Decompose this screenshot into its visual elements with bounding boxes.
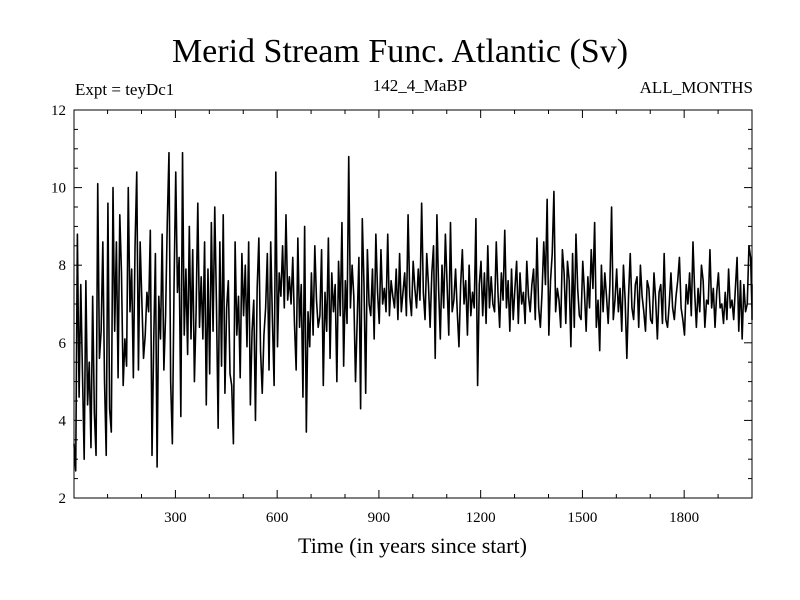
x-axis-label: Time (in years since start) — [298, 533, 527, 558]
y-tick-label: 10 — [51, 181, 66, 197]
chart-title: Merid Stream Func. Atlantic (Sv) — [171, 33, 629, 70]
x-tick-label: 900 — [368, 510, 391, 526]
x-tick-label: 600 — [266, 510, 289, 526]
y-tick-label: 12 — [51, 103, 66, 119]
experiment-label: Expt = teyDc1 — [75, 80, 175, 99]
x-tick-label: 1500 — [567, 510, 597, 526]
x-tick-label: 300 — [164, 510, 187, 526]
y-tick-label: 8 — [59, 258, 67, 274]
y-tick-label: 4 — [59, 413, 67, 429]
data-series — [73, 151, 753, 472]
axis-ticks — [74, 110, 752, 498]
y-tick-label: 2 — [59, 491, 67, 507]
y-tick-label: 6 — [59, 336, 67, 352]
axis-tick-labels: 300 600 900 1200 1500 1800 2 4 6 8 10 12 — [51, 103, 699, 526]
period-label: 142_4_MaBP — [372, 76, 468, 95]
x-tick-label: 1200 — [466, 510, 496, 526]
x-tick-label: 1800 — [669, 510, 699, 526]
plot-frame — [73, 109, 753, 499]
series-line — [73, 151, 753, 472]
months-label: ALL_MONTHS — [639, 78, 753, 97]
